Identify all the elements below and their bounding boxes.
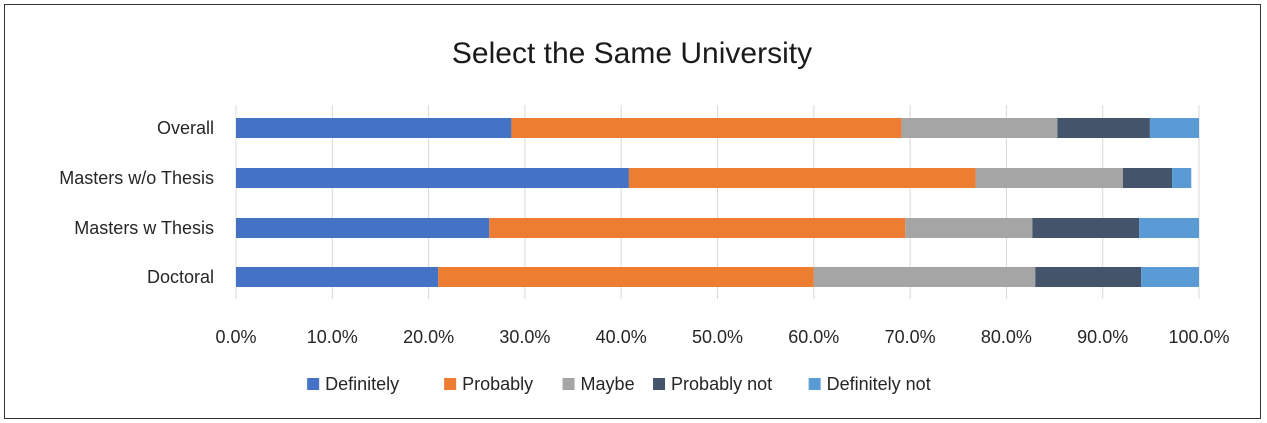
bar-overall-probably-not [1057, 118, 1150, 138]
bar-overall-probably [511, 118, 902, 138]
bar-masters-w-thesis-probably-not [1032, 218, 1140, 238]
x-tick-label: 40.0% [596, 327, 647, 347]
bar-overall-definitely [236, 118, 512, 138]
x-tick-label: 10.0% [307, 327, 358, 347]
bar-masters-w-o-thesis-probably-not [1122, 168, 1173, 188]
bar-masters-w-o-thesis-probably [628, 168, 976, 188]
bar-masters-w-thesis-definitely-not [1139, 218, 1199, 238]
bar-doctoral-probably-not [1035, 267, 1142, 287]
legend-label-probably: Probably [462, 374, 533, 394]
legend: Definitely Probably Maybe Probably not Defin… [307, 374, 931, 394]
chart-svg: Select the Same University Overall Master… [59, 37, 1229, 394]
legend-swatch-probably [444, 378, 457, 390]
legend-swatch-maybe [562, 378, 575, 390]
legend-swatch-definitely [307, 378, 320, 390]
bars-layer [236, 118, 1199, 287]
bar-masters-w-thesis-maybe [905, 218, 1033, 238]
category-label-doctoral: Doctoral [147, 267, 214, 287]
legend-swatch-probably-not [653, 378, 666, 390]
bar-masters-w-o-thesis-definitely-not [1172, 168, 1192, 188]
category-labels: Overall Masters w/o Thesis Masters w Thesi… [59, 118, 214, 287]
bar-overall-definitely-not [1149, 118, 1199, 138]
x-tick-label: 50.0% [692, 327, 743, 347]
legend-label-definitely-not: Definitely not [827, 374, 931, 394]
bar-doctoral-probably [438, 267, 814, 287]
chart-frame: Select the Same University Overall Master… [4, 4, 1261, 419]
bar-doctoral-maybe [813, 267, 1036, 287]
legend-swatch-definitely-not [808, 378, 821, 390]
category-label-masters-w-o-thesis: Masters w/o Thesis [59, 168, 214, 188]
legend-label-probably-not: Probably not [671, 374, 772, 394]
bar-masters-w-thesis-probably [489, 218, 906, 238]
chart-title: Select the Same University [452, 37, 812, 70]
x-tick-label: 70.0% [885, 327, 936, 347]
x-tick-label: 60.0% [788, 327, 839, 347]
x-tick-label: 30.0% [499, 327, 550, 347]
bar-overall-maybe [901, 118, 1058, 138]
legend-label-definitely: Definitely [325, 374, 399, 394]
x-tick-label: 20.0% [403, 327, 454, 347]
bar-masters-w-thesis-definitely [236, 218, 490, 238]
x-tick-label: 100.0% [1168, 327, 1229, 347]
x-tick-label: 80.0% [981, 327, 1032, 347]
category-label-masters-w-thesis: Masters w Thesis [74, 218, 214, 238]
category-label-overall: Overall [157, 118, 214, 138]
x-tick-label: 0.0% [215, 327, 256, 347]
bar-masters-w-o-thesis-maybe [975, 168, 1123, 188]
bar-masters-w-o-thesis-definitely [236, 168, 629, 188]
x-tick-label: 90.0% [1077, 327, 1128, 347]
x-tick-labels: 0.0% 10.0% 20.0% 30.0% 40.0% 50.0% 60.0% 70.0% 8… [215, 327, 1229, 347]
legend-label-maybe: Maybe [581, 374, 635, 394]
bar-doctoral-definitely [236, 267, 439, 287]
bar-doctoral-definitely-not [1141, 267, 1199, 287]
